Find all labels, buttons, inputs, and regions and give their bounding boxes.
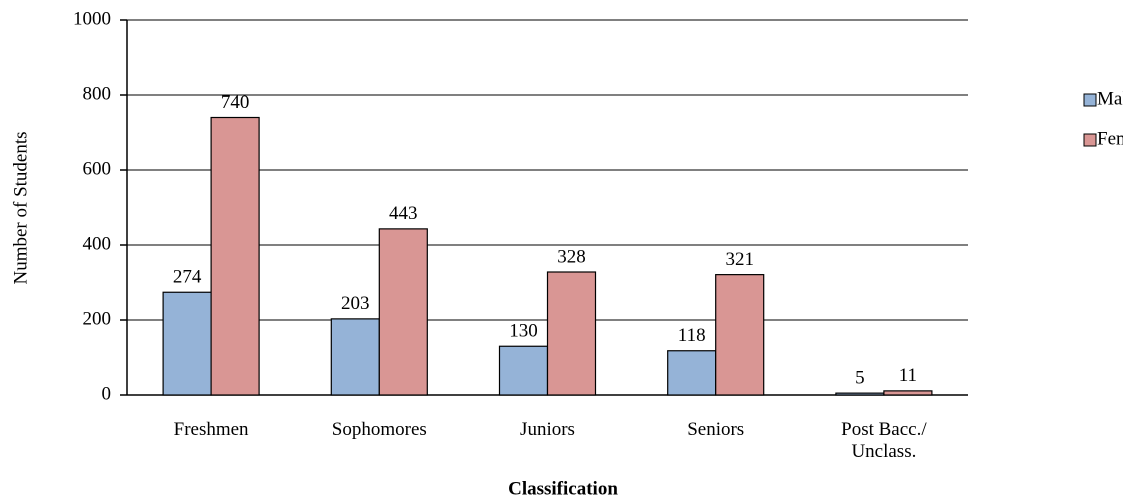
legend-label: Female bbox=[1097, 128, 1123, 149]
bar bbox=[378, 228, 428, 396]
value-label: 740 bbox=[221, 92, 250, 113]
bar bbox=[835, 392, 885, 396]
value-label: 274 bbox=[173, 267, 202, 288]
bar bbox=[498, 345, 549, 396]
x-tick-label: Post Bacc./ Unclass. bbox=[841, 419, 927, 462]
y-tick-label: 800 bbox=[83, 83, 112, 104]
x-tick-label: Juniors bbox=[520, 419, 575, 440]
x-tick-label: Sophomores bbox=[331, 419, 427, 440]
bar bbox=[330, 318, 380, 396]
value-label: 11 bbox=[899, 365, 917, 386]
x-tick-label: Freshmen bbox=[173, 419, 249, 440]
bar bbox=[546, 271, 597, 396]
y-tick-label: 1000 bbox=[73, 8, 111, 29]
x-axis-title: Classification bbox=[508, 478, 618, 499]
value-label: 203 bbox=[341, 293, 370, 314]
value-label: 130 bbox=[509, 321, 538, 342]
bar bbox=[667, 350, 717, 396]
x-tick-label: Seniors bbox=[687, 419, 745, 440]
y-tick-label: 400 bbox=[83, 233, 112, 254]
y-axis-title: Number of Students bbox=[10, 131, 31, 284]
bar bbox=[715, 274, 765, 396]
value-label: 5 bbox=[855, 367, 865, 388]
legend-swatch bbox=[1083, 93, 1097, 107]
value-label: 321 bbox=[725, 249, 754, 270]
y-tick-label: 0 bbox=[102, 383, 112, 404]
value-label: 328 bbox=[557, 246, 586, 267]
bar bbox=[162, 291, 212, 396]
legend-label: Male bbox=[1097, 88, 1123, 109]
y-tick-label: 600 bbox=[83, 158, 112, 179]
y-tick-label: 200 bbox=[83, 308, 112, 329]
bar bbox=[883, 390, 933, 396]
legend-swatch bbox=[1083, 133, 1097, 147]
bar bbox=[210, 116, 260, 396]
value-label: 443 bbox=[389, 203, 418, 224]
value-label: 118 bbox=[678, 325, 706, 346]
